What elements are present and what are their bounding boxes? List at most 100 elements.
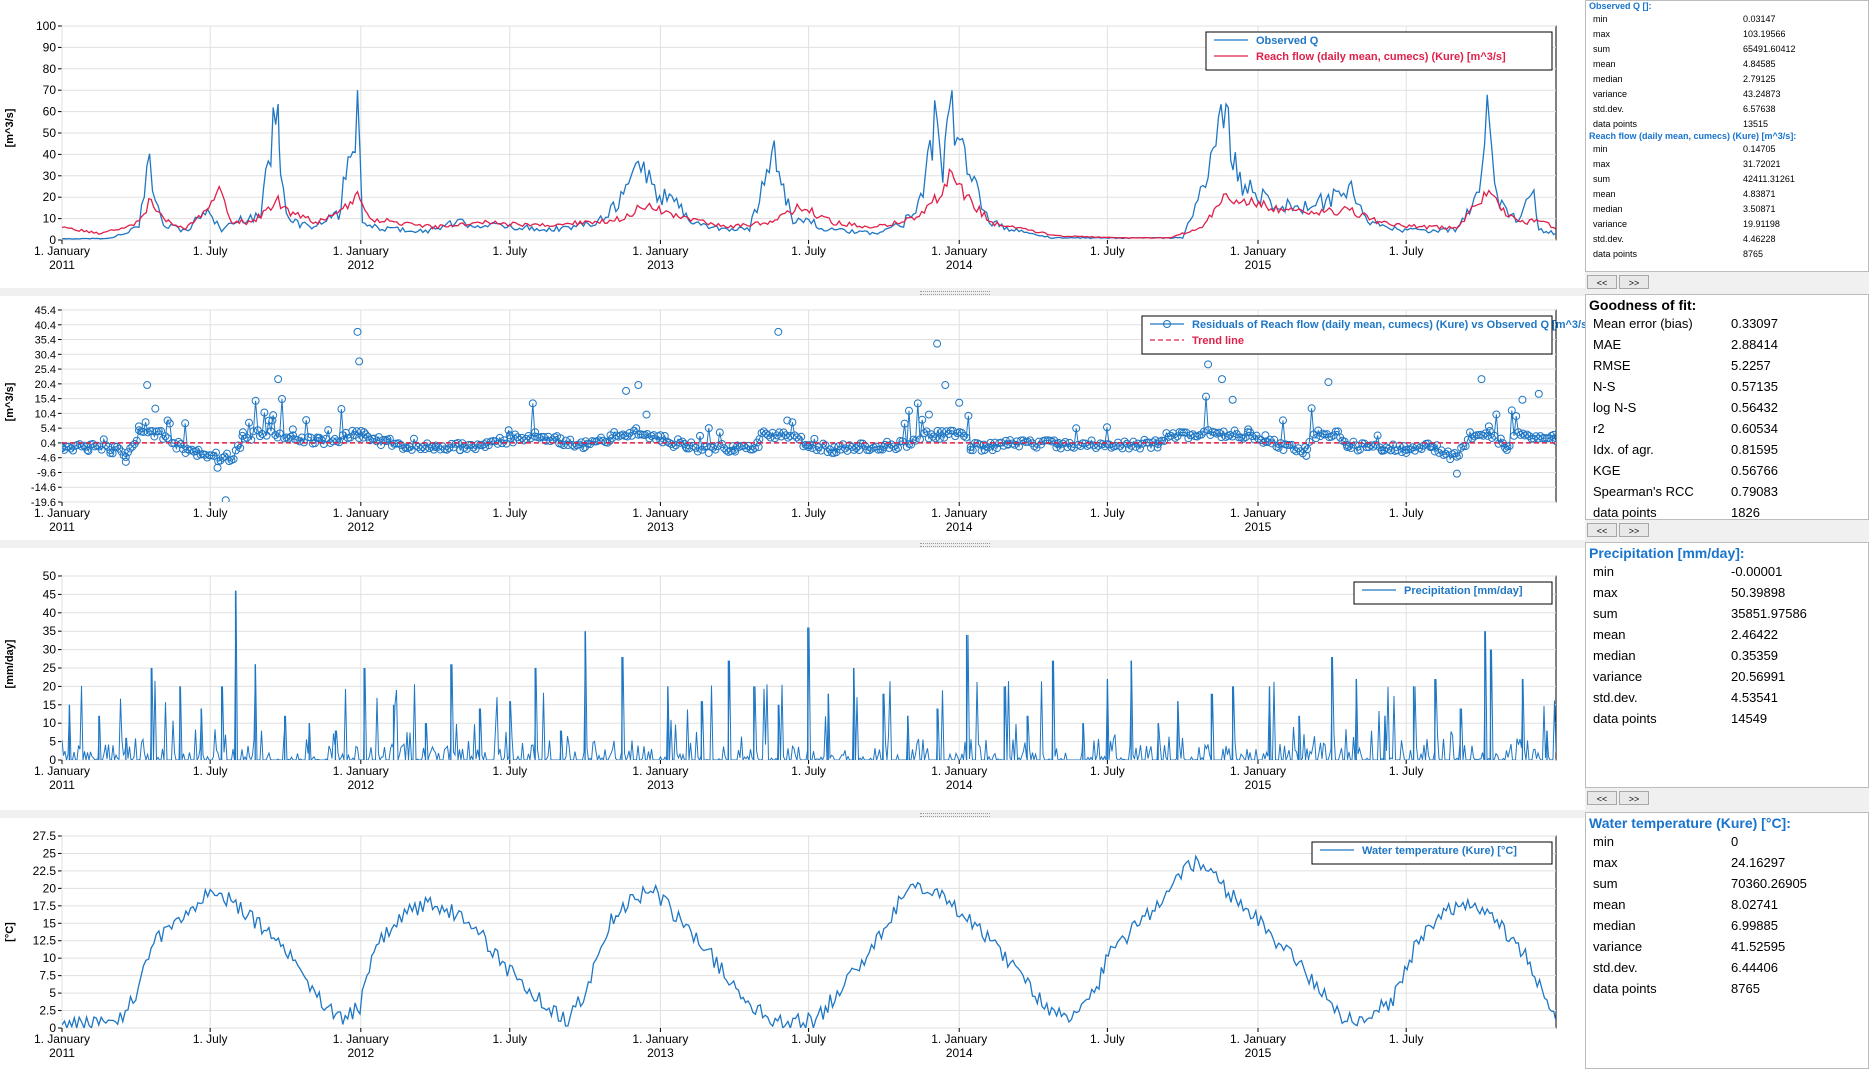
- splitter-1[interactable]: [0, 288, 1585, 296]
- x-tick-year-label: 2014: [946, 258, 973, 272]
- y-tick-label: 40: [43, 147, 57, 161]
- residual-point: [1484, 422, 1493, 431]
- stat-name: variance: [1593, 939, 1643, 954]
- x-tick-label: 1. July: [193, 764, 228, 778]
- splitter-grip[interactable]: [920, 291, 990, 295]
- stat-name: std.dev.: [1593, 233, 1624, 244]
- splitter-grip[interactable]: [920, 543, 990, 547]
- residual-point: [1331, 427, 1340, 436]
- residual-point: [289, 431, 297, 440]
- x-tick-label: 1. January: [34, 764, 90, 778]
- stat-name: median: [1593, 648, 1636, 663]
- prev-page-button[interactable]: <<: [1587, 275, 1617, 289]
- x-tick-label: 1. January: [931, 506, 987, 520]
- stat-row: variance 20.56991: [1589, 666, 1807, 687]
- residual-point: [964, 411, 973, 420]
- next-page-button[interactable]: >>: [1619, 523, 1649, 537]
- residual-point: [1052, 443, 1061, 452]
- stat-name: min: [1593, 834, 1614, 849]
- residual-point: [1053, 440, 1062, 449]
- residual-point: [221, 496, 230, 502]
- residual-point: [960, 431, 968, 440]
- residual-point: [865, 446, 874, 455]
- splitter-2[interactable]: [0, 540, 1585, 548]
- residual-point: [962, 433, 971, 442]
- y-tick-label: -9.6: [37, 467, 56, 479]
- splitter-3[interactable]: [0, 810, 1585, 818]
- next-page-button[interactable]: >>: [1619, 791, 1649, 805]
- residual-point: [630, 426, 638, 435]
- y-tick-label: 40: [43, 606, 57, 620]
- residual-point: [460, 443, 469, 452]
- residual-point: [622, 386, 631, 395]
- stat-value: 13515: [1743, 118, 1769, 129]
- residual-point: [1514, 428, 1523, 437]
- y-tick-label: 17.5: [33, 899, 57, 913]
- x-tick-label: 1. January: [632, 506, 688, 520]
- residual-point: [355, 434, 363, 443]
- stat-name: max: [1593, 28, 1611, 39]
- residual-point: [355, 357, 364, 366]
- stat-value: 0.79083: [1731, 484, 1778, 499]
- stat-name: Spearman's RCC: [1593, 484, 1694, 499]
- residuals-chart[interactable]: -19.6 -14.6 -9.6 -4.6 0.4 5.4 10.4 15.4 20.4 25.4…: [0, 296, 1585, 540]
- residual-point: [603, 438, 612, 447]
- temperature-chart[interactable]: 0 2.5 5 7.5 10 12.5 15 17.5 20 22.5 25 27.5 1. Janua…: [0, 818, 1585, 1069]
- stat-value: 14549: [1731, 711, 1768, 726]
- x-tick-year-label: 2011: [49, 520, 75, 534]
- residual-point: [242, 433, 251, 442]
- residual-point: [213, 463, 222, 472]
- residual-point: [1307, 404, 1316, 413]
- residual-point: [676, 438, 685, 447]
- series-line-primary: [62, 90, 1556, 240]
- residual-point: [528, 399, 537, 408]
- residual-point: [238, 431, 247, 440]
- prev-page-button[interactable]: <<: [1587, 523, 1617, 537]
- residual-point: [1343, 443, 1352, 452]
- goodness-of-fit-panel: Goodness of fit: Mean error (bias) 0.3309…: [1585, 294, 1869, 520]
- stat-row: variance 43.24873: [1589, 86, 1796, 101]
- stat-name: data points: [1593, 711, 1657, 726]
- splitter-grip[interactable]: [920, 813, 990, 817]
- stat-value: 0.14705: [1743, 143, 1776, 154]
- stat-row: sum 65491.60412: [1589, 41, 1796, 56]
- residual-point: [511, 430, 520, 439]
- y-tick-label: 50: [43, 126, 57, 140]
- stat-row: max 50.39898: [1589, 582, 1807, 603]
- residual-point: [900, 419, 909, 428]
- y-tick-label: -19.6: [31, 497, 56, 509]
- y-tick-label: 20.4: [35, 379, 56, 391]
- stat-name: median: [1593, 918, 1636, 933]
- stat-row: log N-S 0.56432: [1589, 397, 1778, 418]
- precip-stats-table: min -0.00001 max 50.39898 sum 35851.97586 mean…: [1589, 561, 1807, 729]
- stat-name: KGE: [1593, 463, 1621, 478]
- residual-point: [941, 381, 950, 390]
- residual-point: [161, 432, 170, 441]
- x-tick-label: 1. July: [492, 764, 527, 778]
- stat-value: 5.2257: [1731, 358, 1771, 373]
- x-tick-label: 1. January: [632, 244, 688, 258]
- residual-point: [113, 442, 121, 451]
- stat-value: 4.53541: [1731, 690, 1778, 705]
- residual-point: [262, 431, 271, 440]
- y-tick-label: 20: [43, 881, 57, 895]
- stat-value: 41.52595: [1731, 939, 1786, 954]
- temperature-panel: 0 2.5 5 7.5 10 12.5 15 17.5 20 22.5 25 27.5 1. Janua…: [0, 818, 1585, 1069]
- residual-point: [1302, 451, 1311, 460]
- plots-area: 0 10 20 30 40 50 60 70 80 90 100 1. January 2011 1. J…: [0, 0, 1585, 1069]
- precip-panel: 0 5 10 15 20 25 30 35 40 45 50 1. January 2011 1. Jul…: [0, 548, 1585, 810]
- y-tick-label: 15.4: [35, 394, 56, 406]
- prev-page-button[interactable]: <<: [1587, 791, 1617, 805]
- next-page-button[interactable]: >>: [1619, 275, 1649, 289]
- stat-value: 65491.60412: [1743, 43, 1796, 54]
- residual-point: [234, 441, 242, 450]
- residual-point: [774, 327, 783, 336]
- residual-point: [1279, 416, 1287, 425]
- stat-value: 50.39898: [1731, 585, 1786, 600]
- residual-point: [797, 432, 806, 441]
- legend-marker: [1163, 320, 1171, 328]
- residuals-y-axis-label: [m^3/s]: [4, 382, 16, 422]
- stat-row: mean 8.02741: [1589, 894, 1807, 915]
